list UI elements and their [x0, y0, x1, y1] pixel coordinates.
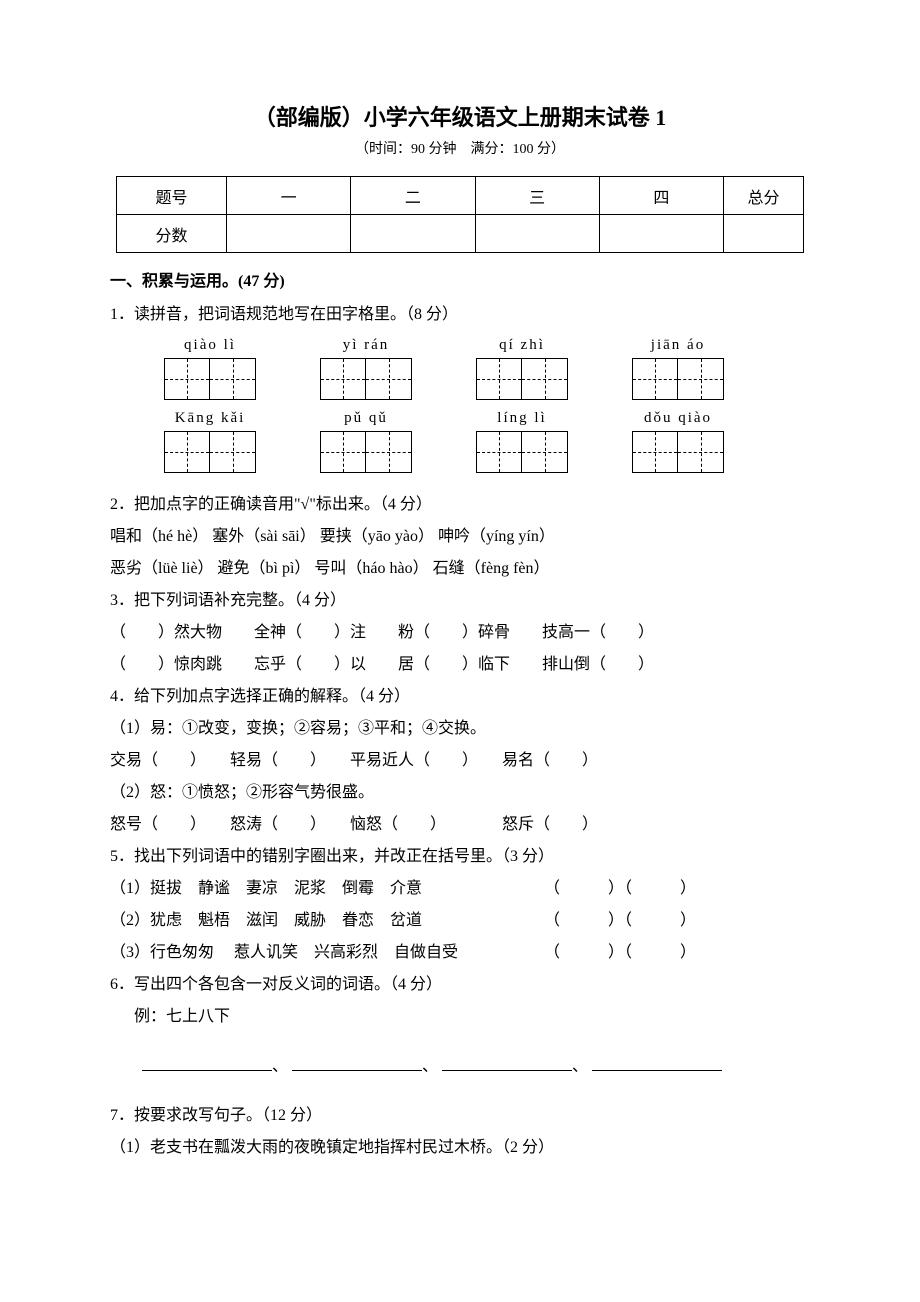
score-header-cell: 一: [227, 177, 351, 215]
pinyin-block: Kāng kǎi: [164, 410, 256, 473]
q5-l3-blanks[interactable]: （ ）（ ）: [544, 944, 696, 961]
pinyin-block: jiān áo: [632, 337, 724, 400]
pinyin-label: jiān áo: [632, 337, 724, 354]
score-label-cell: 分数: [117, 215, 227, 253]
pinyin-label: Kāng kǎi: [164, 410, 256, 427]
q2-stem: 2．把加点字的正确读音用"√"标出来。（4 分）: [110, 489, 810, 521]
score-header-cell: 三: [475, 177, 599, 215]
pinyin-label: qiào lì: [164, 337, 256, 354]
tianzige-pair[interactable]: [632, 431, 724, 473]
section-1-heading: 一、积累与运用。(47 分): [110, 267, 810, 291]
q6-stem: 6．写出四个各包含一对反义词的词语。（4 分）: [110, 969, 810, 1001]
score-blank-cell[interactable]: [475, 215, 599, 253]
q3-stem: 3．把下列词语补充完整。（4 分）: [110, 585, 810, 617]
q4-group-1: （1）易：①改变，变换；②容易；③平和；④交换。: [110, 713, 810, 745]
pinyin-label: yì rán: [320, 337, 412, 354]
tianzige-pair[interactable]: [164, 358, 256, 400]
score-header-cell: 四: [599, 177, 723, 215]
pinyin-label: dǒu qiào: [632, 410, 724, 427]
q5-l3-words: （3）行色匆匆 惹人讥笑 兴高彩烈 自做自受: [110, 937, 540, 969]
q2-line-2: 恶劣（lüè liè） 避免（bì pì） 号叫（háo hào） 石缝（fèn…: [110, 553, 810, 585]
q4-group-1-items: 交易（ ） 轻易（ ） 平易近人（ ） 易名（ ）: [110, 745, 810, 777]
q3-line-1: （ ）然大物 全神（ ）注 粉（ ）碎骨 技高一（ ）: [110, 617, 810, 649]
q7-sub-1: （1）老支书在瓢泼大雨的夜晚镇定地指挥村民过木桥。（2 分）: [110, 1132, 810, 1164]
q5-line-1: （1）挺拔 静谧 妻凉 泥浆 倒霉 介意 （ ）（ ）: [110, 873, 810, 905]
pinyin-block: dǒu qiào: [632, 410, 724, 473]
tianzige-pair[interactable]: [320, 358, 412, 400]
q5-l2-blanks[interactable]: （ ）（ ）: [544, 912, 696, 929]
q5-l1-words: （1）挺拔 静谧 妻凉 泥浆 倒霉 介意: [110, 873, 540, 905]
q5-l1-blanks[interactable]: （ ）（ ）: [544, 880, 696, 897]
q4-group-2: （2）怒：①愤怒；②形容气势很盛。: [110, 777, 810, 809]
score-blank-cell[interactable]: [724, 215, 804, 253]
pinyin-block: qí zhì: [476, 337, 568, 400]
pinyin-block: pǔ qǔ: [320, 410, 412, 473]
page-title: （部编版）小学六年级语文上册期末试卷 1: [110, 100, 810, 132]
pinyin-block: yì rán: [320, 337, 412, 400]
q4-stem: 4．给下列加点字选择正确的解释。（4 分）: [110, 681, 810, 713]
q1-row-1: qiào lì yì rán qí zhì jiān áo: [164, 337, 810, 400]
score-blank-cell[interactable]: [351, 215, 475, 253]
pinyin-label: qí zhì: [476, 337, 568, 354]
q5-stem: 5．找出下列词语中的错别字圈出来，并改正在括号里。（3 分）: [110, 841, 810, 873]
tianzige-pair[interactable]: [476, 431, 568, 473]
pinyin-label: líng lì: [476, 410, 568, 427]
page-subtitle: （时间：90 分钟 满分：100 分）: [110, 138, 810, 158]
q4-group-2-items: 怒号（ ） 怒涛（ ） 恼怒（ ） 怒斥（ ）: [110, 809, 810, 841]
score-header-cell: 总分: [724, 177, 804, 215]
exam-page: （部编版）小学六年级语文上册期末试卷 1 （时间：90 分钟 满分：100 分）…: [0, 0, 920, 1302]
q5-line-2: （2）犹虑 魁梧 滋闰 威胁 眷恋 岔道 （ ）（ ）: [110, 905, 810, 937]
tianzige-pair[interactable]: [320, 431, 412, 473]
tianzige-pair[interactable]: [164, 431, 256, 473]
pinyin-label: pǔ qǔ: [320, 410, 412, 427]
table-row: 分数: [117, 215, 804, 253]
q2-line-1: 唱和（hé hè） 塞外（sài sāi） 要挟（yāo yào） 呻吟（yín…: [110, 521, 810, 553]
q6-example: 例：七上八下: [110, 1001, 810, 1033]
score-blank-cell[interactable]: [599, 215, 723, 253]
q6-answer-blanks[interactable]: 、 、 、: [142, 1049, 810, 1084]
q5-l2-words: （2）犹虑 魁梧 滋闰 威胁 眷恋 岔道: [110, 905, 540, 937]
score-header-cell: 题号: [117, 177, 227, 215]
q3-line-2: （ ）惊肉跳 忘乎（ ）以 居（ ）临下 排山倒（ ）: [110, 649, 810, 681]
score-table: 题号 一 二 三 四 总分 分数: [116, 176, 804, 253]
q1-stem: 1．读拼音，把词语规范地写在田字格里。（8 分）: [110, 299, 810, 331]
tianzige-pair[interactable]: [476, 358, 568, 400]
tianzige-pair[interactable]: [632, 358, 724, 400]
q5-line-3: （3）行色匆匆 惹人讥笑 兴高彩烈 自做自受 （ ）（ ）: [110, 937, 810, 969]
table-row: 题号 一 二 三 四 总分: [117, 177, 804, 215]
score-blank-cell[interactable]: [227, 215, 351, 253]
pinyin-block: líng lì: [476, 410, 568, 473]
q1-row-2: Kāng kǎi pǔ qǔ líng lì dǒu qiào: [164, 410, 810, 473]
score-header-cell: 二: [351, 177, 475, 215]
pinyin-block: qiào lì: [164, 337, 256, 400]
q7-stem: 7．按要求改写句子。（12 分）: [110, 1100, 810, 1132]
